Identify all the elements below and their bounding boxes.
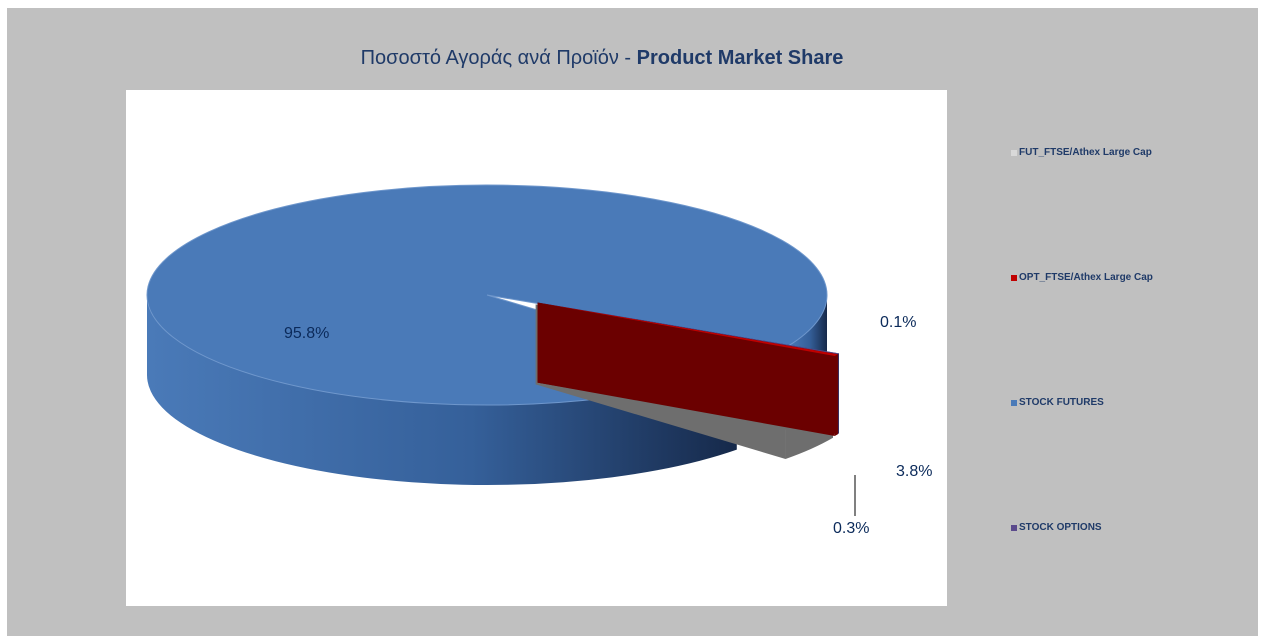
- slice-top: [537, 302, 838, 357]
- legend-swatch: [1011, 524, 1017, 531]
- legend-label: OPT_FTSE/Athex Large Cap: [1019, 272, 1153, 283]
- legend-item-fut-ftse-athex-large-cap: FUT_FTSE/Athex Large Cap: [1011, 147, 1152, 158]
- legend-item-stock-options: STOCK OPTIONS: [1011, 522, 1102, 533]
- chart-title-greek: Ποσοστό Αγοράς ανά Προϊόν -: [360, 47, 637, 69]
- legend-item-stock-futures: STOCK FUTURES: [1011, 397, 1104, 408]
- legend-swatch: [1011, 399, 1017, 406]
- data-label-stock-futures: 95.8%: [284, 325, 330, 342]
- legend: FUT_FTSE/Athex Large Cap OPT_FTSE/Athex L…: [1011, 8, 1251, 636]
- pie-chart: [146, 184, 856, 516]
- legend-label: FUT_FTSE/Athex Large Cap: [1019, 147, 1152, 158]
- data-label-fut-ftse-athex-large-cap: 3.8%: [896, 463, 933, 480]
- legend-swatch: [1011, 149, 1017, 156]
- chart-title: Ποσοστό Αγοράς ανά Προϊόν - Product Mark…: [7, 47, 1197, 70]
- data-label-opt-ftse-athex-large-cap: 0.3%: [833, 520, 870, 537]
- pie-slice-opt-ftse-athex-large-cap: [537, 302, 838, 437]
- legend-swatch: [1011, 274, 1017, 281]
- slice-top: [537, 302, 839, 355]
- chart-title-english: Product Market Share: [636, 47, 844, 69]
- legend-label: STOCK OPTIONS: [1019, 522, 1102, 533]
- chart-area: Ποσοστό Αγοράς ανά Προϊόν - Product Mark…: [7, 8, 1258, 636]
- slice-face-start: [537, 302, 838, 435]
- legend-item-opt-ftse-athex-large-cap: OPT_FTSE/Athex Large Cap: [1011, 272, 1153, 283]
- data-label-stock-options: 0.1%: [880, 314, 917, 331]
- slice-side-1: [147, 295, 737, 485]
- legend-label: STOCK FUTURES: [1019, 397, 1104, 408]
